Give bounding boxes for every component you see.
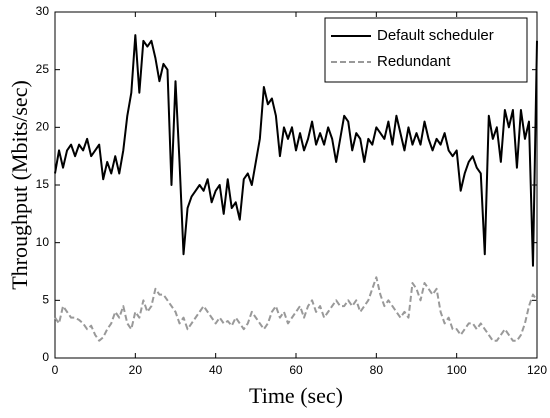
data-line — [54, 276, 538, 342]
x-tick-label: 100 — [447, 363, 467, 377]
x-axis-label: Time (sec) — [249, 383, 343, 408]
y-tick-label: 10 — [36, 235, 50, 249]
x-tick-label: 80 — [370, 363, 384, 377]
y-tick-label: 30 — [36, 4, 50, 18]
legend-box — [324, 17, 528, 83]
y-tick-label: 20 — [36, 120, 50, 134]
y-tick-label: 25 — [36, 62, 50, 76]
legend-label: Redundant — [377, 53, 451, 70]
y-tick-label: 15 — [36, 177, 50, 191]
x-tick-label: 20 — [129, 363, 143, 377]
x-tick-label: 120 — [527, 363, 547, 377]
x-tick-label: 40 — [209, 363, 223, 377]
legend-label: Default scheduler — [377, 27, 494, 44]
x-tick-label: 0 — [52, 363, 59, 377]
data-line — [54, 34, 538, 267]
y-axis-label: Throughput (Mbits/sec) — [7, 80, 32, 290]
x-tick-label: 60 — [289, 363, 303, 377]
y-tick-label: 5 — [42, 293, 49, 307]
y-tick-label: 0 — [42, 350, 49, 364]
